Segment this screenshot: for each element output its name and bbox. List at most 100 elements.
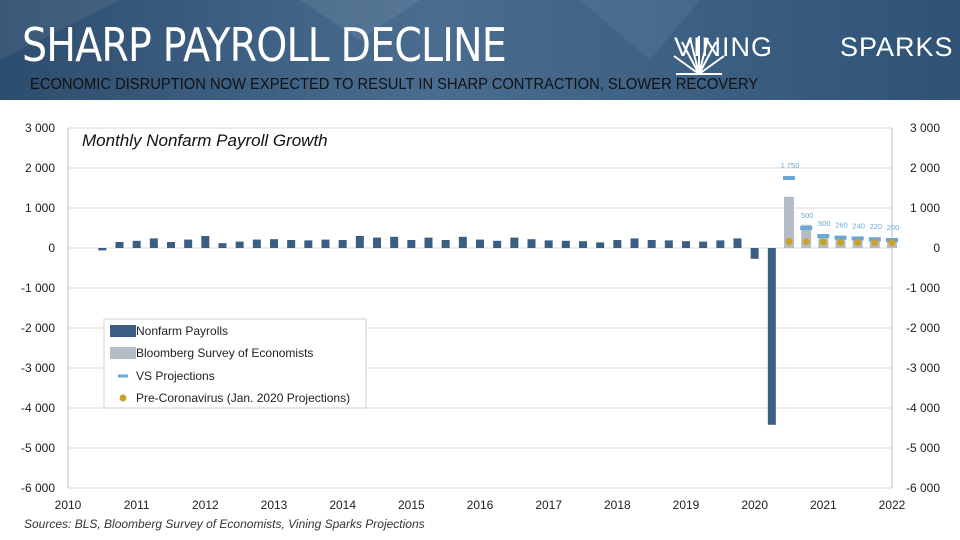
legend-label: VS Projections — [136, 369, 215, 383]
nonfarm-bar — [355, 236, 364, 248]
nonfarm-bar — [510, 237, 519, 248]
pre-coronavirus-point — [819, 238, 827, 246]
x-tick-label: 2021 — [810, 498, 837, 512]
nonfarm-bar — [750, 248, 759, 259]
nonfarm-bar — [167, 242, 175, 248]
y-tick-label-left: -1 000 — [21, 281, 55, 295]
nonfarm-bar — [184, 239, 193, 248]
x-tick-label: 2022 — [879, 498, 906, 512]
pre-coronavirus-point — [802, 238, 810, 246]
pre-coronavirus-point — [785, 238, 793, 246]
nonfarm-bar — [699, 241, 708, 248]
vs-projection-label: 260 — [835, 221, 848, 230]
vs-projection-label: 500 — [801, 211, 814, 220]
nonfarm-bar — [561, 240, 570, 248]
y-tick-label-left: 0 — [48, 241, 55, 255]
pre-coronavirus-point — [871, 239, 879, 247]
chart-title: Monthly Nonfarm Payroll Growth — [82, 131, 328, 150]
nonfarm-bar — [630, 238, 639, 248]
y-tick-label-left: 3 000 — [25, 121, 55, 135]
nonfarm-bar — [149, 238, 158, 248]
legend-label: Pre-Coronavirus (Jan. 2020 Projections) — [136, 391, 350, 405]
nonfarm-bar — [218, 243, 227, 248]
x-tick-label: 2019 — [673, 498, 700, 512]
nonfarm-bar — [373, 237, 381, 248]
x-tick-label: 2015 — [398, 498, 425, 512]
bloomberg-bar — [784, 196, 794, 248]
vs-projection-marker — [868, 237, 881, 242]
nonfarm-bar — [664, 240, 673, 248]
x-tick-label: 2020 — [741, 498, 768, 512]
nonfarm-bar — [115, 242, 124, 248]
y-tick-label-left: -2 000 — [21, 321, 55, 335]
nonfarm-bar — [270, 239, 278, 248]
vs-projection-marker — [817, 234, 830, 238]
x-tick-label: 2012 — [192, 498, 219, 512]
logo-text-right: SPARKS — [840, 32, 954, 62]
y-tick-label-right: -2 000 — [906, 321, 940, 335]
pre-coronavirus-point — [888, 239, 896, 247]
x-tick-label: 2018 — [604, 498, 631, 512]
page-title: SHARP PAYROLL DECLINE — [22, 18, 507, 72]
x-tick-label: 2017 — [535, 498, 562, 512]
nonfarm-bar — [613, 240, 622, 248]
y-tick-label-left: 2 000 — [25, 161, 55, 175]
nonfarm-bar — [733, 238, 742, 248]
nonfarm-bar — [493, 240, 502, 248]
legend-box — [103, 318, 367, 409]
y-tick-label-right: 1 000 — [910, 201, 940, 215]
legend-swatch-precovid — [119, 394, 127, 402]
legend-swatch-bloomberg — [110, 347, 136, 359]
nonfarm-bar — [338, 240, 347, 248]
y-tick-label-right: -3 000 — [906, 361, 940, 375]
starburst-icon — [673, 36, 725, 75]
nonfarm-bar — [321, 239, 330, 248]
y-tick-label-right: -6 000 — [906, 481, 940, 495]
vs-projection-marker — [800, 226, 813, 230]
nonfarm-bar — [98, 248, 107, 251]
nonfarm-bar — [424, 237, 433, 248]
vs-projection-label: 240 — [852, 221, 865, 230]
nonfarm-bar — [647, 240, 656, 248]
nonfarm-bar — [476, 239, 484, 248]
y-tick-label-right: 2 000 — [910, 161, 940, 175]
source-note: Sources: BLS, Bloomberg Survey of Econom… — [24, 517, 425, 531]
y-tick-label-right: 0 — [933, 241, 940, 255]
nonfarm-bar — [287, 240, 296, 248]
y-tick-label-right: -1 000 — [906, 281, 940, 295]
y-tick-label-right: 3 000 — [910, 121, 940, 135]
nonfarm-bar — [458, 236, 467, 248]
nonfarm-bar — [252, 239, 261, 248]
x-tick-label: 2010 — [55, 498, 82, 512]
y-tick-label-left: 1 000 — [25, 201, 55, 215]
x-tick-label: 2016 — [467, 498, 494, 512]
vs-projection-label: 220 — [870, 222, 883, 231]
x-tick-label: 2014 — [329, 498, 356, 512]
nonfarm-bar — [682, 241, 690, 248]
nonfarm-bar — [304, 240, 313, 248]
nonfarm-bar — [235, 241, 244, 248]
vining-sparks-logo: VINING SPARKS — [672, 30, 953, 75]
nonfarm-bar — [132, 240, 141, 248]
y-tick-label-left: -6 000 — [21, 481, 55, 495]
nonfarm-bar — [527, 239, 536, 248]
nonfarm-bar — [596, 242, 605, 248]
y-tick-label-right: -5 000 — [906, 441, 940, 455]
vs-projection-marker — [851, 236, 864, 241]
vs-projection-label: 200 — [887, 223, 900, 232]
x-tick-label: 2013 — [261, 498, 288, 512]
pre-coronavirus-point — [837, 238, 844, 246]
legend-swatch-nonfarm — [110, 325, 136, 337]
nonfarm-bar — [441, 240, 450, 248]
header-banner: SHARP PAYROLL DECLINE VINING SPARKS — [0, 0, 960, 100]
nonfarm-bar — [201, 236, 210, 248]
nonfarm-bar — [716, 240, 725, 248]
vs-projection-marker — [783, 176, 795, 180]
vs-projection-marker — [834, 235, 847, 240]
nonfarm-bar — [544, 240, 553, 248]
y-tick-label-left: -4 000 — [21, 401, 55, 415]
legend-label: Nonfarm Payrolls — [136, 324, 228, 338]
vs-projection-label: 500 — [818, 219, 831, 228]
vs-projection-label: 1 750 — [781, 161, 800, 170]
nonfarm-bar — [390, 236, 399, 248]
